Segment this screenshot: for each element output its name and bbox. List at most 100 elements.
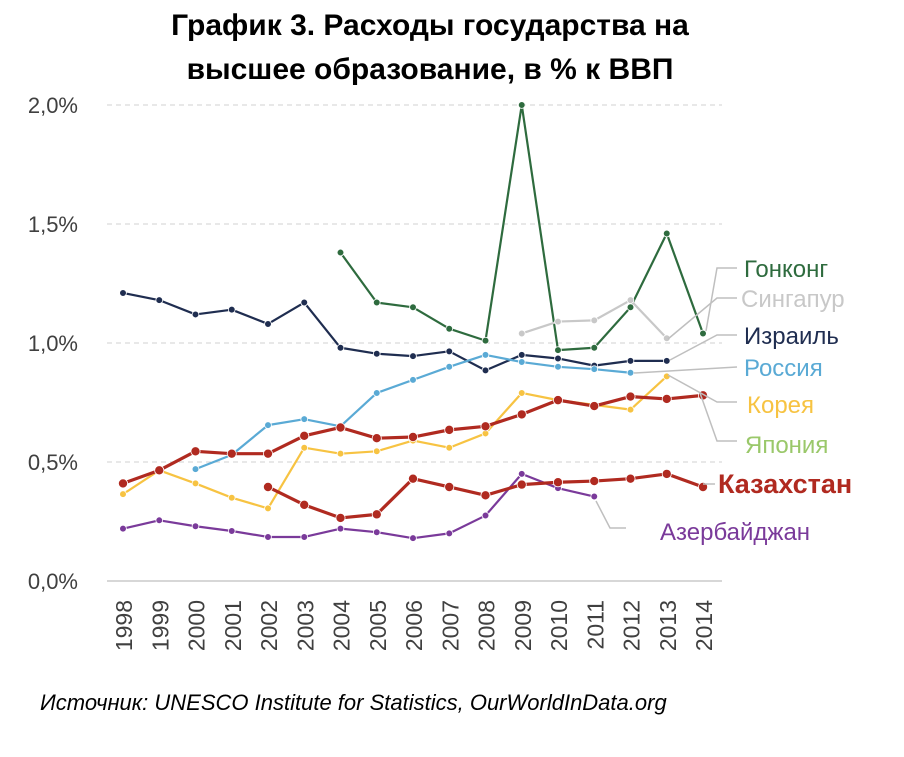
data-point [118,478,129,489]
legend-leader-line [633,366,738,374]
data-point [481,366,490,375]
data-point [191,310,200,319]
data-point [190,446,201,457]
x-tick-label: 2013 [655,600,681,651]
x-tick-label: 2011 [582,600,608,649]
legend-leader-line [595,500,626,529]
x-tick-label: 2004 [329,600,355,651]
series-line [339,103,705,352]
series-line [122,472,595,540]
data-point [191,465,200,473]
data-point [227,527,236,535]
data-point [335,512,346,523]
data-point [409,352,417,360]
data-point [262,481,273,492]
legend-label: Япония [745,432,828,459]
data-point [371,509,382,520]
data-point [517,358,526,366]
data-point [336,248,345,257]
series-line [122,375,668,510]
data-point [626,357,635,365]
data-point [590,365,599,373]
x-tick-label: 2002 [256,600,282,651]
data-point [517,470,526,478]
legend-label: Корея [747,392,814,419]
data-point [553,477,564,488]
data-point [590,316,599,325]
data-point [481,511,490,520]
series-line [122,291,667,372]
data-point [409,303,417,312]
data-point [372,389,381,397]
legend-leader-line [667,374,737,403]
data-point [445,362,454,371]
data-point [480,490,491,501]
data-point [626,405,635,414]
data-point [372,298,381,307]
x-tick-label: 1998 [111,600,137,651]
data-point [445,324,454,333]
data-point [336,449,345,458]
legend-leader-line [699,392,737,442]
y-tick-label: 1,0% [28,331,78,356]
data-point [553,395,564,406]
data-point [517,329,526,338]
data-point [445,529,454,538]
data-point [227,493,236,502]
data-point [262,448,273,459]
x-tick-label: 2009 [510,600,536,651]
y-tick-label: 1,5% [28,212,78,237]
data-point [336,343,345,352]
data-point [264,533,272,541]
line-chart: 0,0% 0,5% 1,0% 1,5% 2,0% 1998 1999 2000 2001 2002… [28,93,852,651]
data-point [191,479,200,488]
data-point [590,492,599,501]
y-tick-label: 0,0% [28,569,78,594]
data-point [155,516,164,525]
chart-title-line-2: высшее образование, в % к ВВП [186,53,674,86]
data-point [335,422,346,433]
data-point [517,101,526,109]
x-tick-label: 2010 [546,600,572,651]
data-point [154,465,165,476]
y-tick-label: 0,5% [28,450,78,475]
series-line [195,353,631,471]
data-point [589,401,600,412]
data-point [119,289,127,297]
x-tick-label: 2000 [184,600,210,651]
data-point [661,393,672,404]
data-point [226,448,237,459]
data-point [371,433,382,444]
data-point [300,443,309,452]
data-point [299,430,310,441]
data-point [481,336,490,345]
data-point [227,305,236,314]
data-point [517,351,526,359]
data-point [119,524,127,533]
data-point [299,499,310,510]
legend-label: Сингапур [741,286,845,313]
data-point [445,347,454,356]
data-point [372,349,381,358]
x-tick-label: 2001 [220,600,246,651]
data-point [409,534,417,542]
data-point [516,409,527,420]
data-point [300,533,309,541]
x-tick-label: 2008 [474,600,500,651]
data-point [444,481,455,492]
data-point [155,296,164,304]
data-point [300,298,309,307]
data-point [554,362,562,371]
data-point [590,343,599,352]
data-point [554,317,562,326]
data-point [191,522,200,531]
x-tick-label: 2014 [691,600,717,651]
data-point [300,415,309,423]
data-point [626,303,635,312]
data-point [626,368,635,377]
legend-leader-line [705,267,737,332]
x-tick-label: 1999 [147,600,173,651]
data-point [444,424,455,435]
legend-leader-line [667,297,737,340]
x-tick-label: 2012 [619,600,645,651]
